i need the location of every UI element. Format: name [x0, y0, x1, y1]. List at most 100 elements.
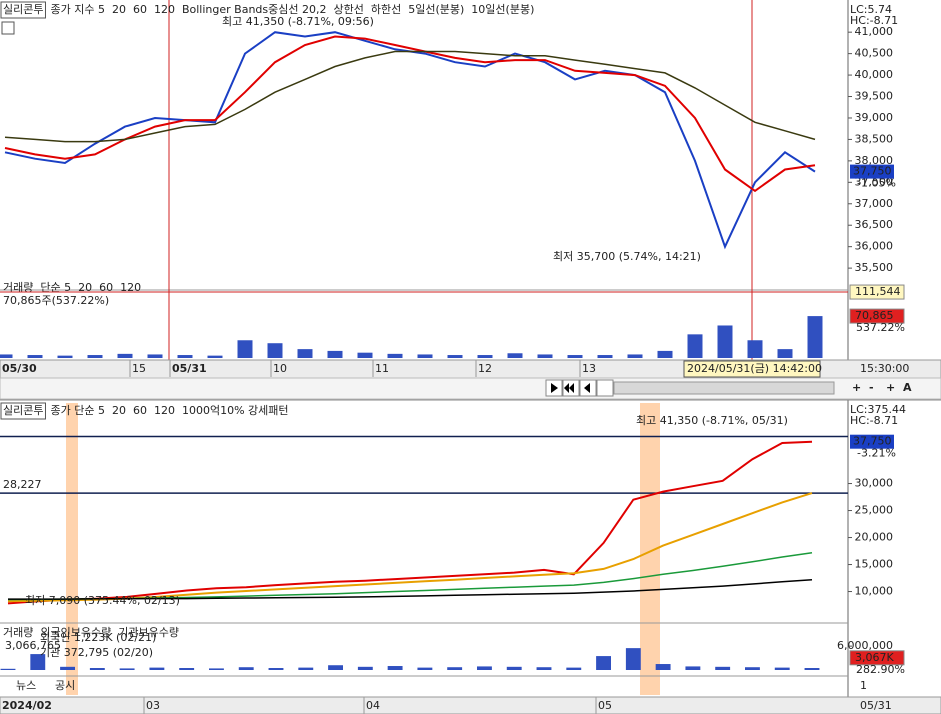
volume-bar [60, 666, 75, 670]
volume-bar [87, 355, 103, 358]
x-end-label: 05/31 [860, 699, 892, 712]
legend-item: 10일선(분봉) [471, 2, 534, 16]
legend-item: 기관보유수량 [118, 626, 179, 639]
x-end-label: 15:30:00 [860, 362, 909, 375]
legend-item: 20 [112, 3, 126, 16]
legend-item: 단순 5 [40, 281, 71, 294]
volume-bar [209, 668, 224, 670]
series-line [8, 578, 813, 600]
volume-bar [30, 654, 46, 670]
volume-bar [27, 355, 43, 358]
y-tick-label: 6,000,000 [837, 639, 893, 652]
x-tick-label: 05/31 [172, 362, 207, 375]
volume-bar [177, 355, 193, 358]
play-icon [551, 383, 558, 393]
volume-bar [625, 648, 641, 670]
corner-label: HC:-8.71 [850, 414, 898, 427]
highlight-band [66, 403, 78, 695]
volume-bar [685, 666, 701, 670]
volume-note: 3,066,765 [5, 639, 61, 652]
volume-bar [745, 667, 760, 670]
scrollbar-track[interactable] [613, 381, 835, 395]
x-tick-label: 13 [582, 362, 596, 375]
y-tick-label: 41,000 [855, 25, 894, 38]
scroll-button[interactable] [596, 379, 614, 397]
x-tick-label: 04 [366, 699, 380, 712]
volume-tag: 111,544 [855, 285, 901, 298]
y-tick-label: 36,000 [855, 240, 894, 253]
volume-bar [387, 666, 403, 670]
legend-item: 120 [154, 3, 175, 16]
grid-icon[interactable] [1, 21, 15, 35]
legend-item: 실리콘투 [3, 3, 43, 16]
volume-bar [567, 355, 583, 358]
volume-bar [536, 667, 552, 670]
toolbar-button[interactable]: + [852, 381, 861, 394]
x-tick-label: 15 [132, 362, 146, 375]
volume-bar [207, 355, 223, 358]
series-line [7, 440, 813, 605]
toolbar-button[interactable]: A [903, 381, 912, 394]
x-tick-label: 2024/02 [2, 699, 52, 712]
volume-tag: 70,865 [855, 309, 894, 322]
symbol-box[interactable] [0, 402, 46, 420]
volume-bar [387, 353, 403, 358]
volume-bar [0, 354, 13, 358]
price-tag-box [850, 434, 894, 449]
legend-item: 20 [78, 281, 92, 294]
toolbar-button[interactable]: - [869, 381, 874, 394]
volume-bar [297, 349, 313, 358]
cursor-label: 2024/05/31(금) 14:42:00 [687, 362, 822, 375]
y-tick-label: 40,000 [855, 68, 894, 81]
corner-label: HC:-8.71 [850, 14, 898, 27]
volume-bar [89, 668, 105, 670]
x-tick-label: 10 [273, 362, 287, 375]
volume-bar [477, 355, 493, 358]
volume-tag-box [849, 650, 905, 666]
volume-bar [417, 667, 433, 670]
legend-item: 20 [112, 404, 126, 417]
volume-bar [807, 316, 823, 358]
y-tick-label: 36,500 [855, 218, 894, 231]
legend-item: 실리콘투 [3, 404, 43, 417]
volume-bar [477, 666, 492, 670]
volume-bar [57, 355, 73, 358]
volume-bar [507, 353, 523, 358]
volume-bar [657, 350, 673, 358]
y-tick-label: 39,500 [855, 90, 894, 103]
x-tick-label: 03 [146, 699, 160, 712]
symbol-box[interactable] [0, 1, 46, 19]
legend-item: 외국인보유수량 [40, 626, 111, 639]
volume-bar [268, 668, 284, 670]
volume-bar [0, 668, 16, 670]
volume-note: 외국인 1,223K (02/21) [40, 631, 156, 644]
series-line [4, 50, 816, 143]
y-tick-label: 30,000 [855, 477, 894, 490]
legend-item: 60 [99, 281, 113, 294]
legend-item: 상한선 [333, 3, 363, 16]
annotation: 최고 41,350 (-8.71%, 05/31) [636, 414, 788, 427]
volume-bar [804, 668, 820, 670]
price-change: -1.05% [857, 177, 896, 190]
volume-note: 기관 372,795 (02/20) [40, 646, 153, 659]
y-tick-label: 15,000 [855, 558, 894, 571]
volume-bar [537, 354, 553, 358]
legend-item: 60 [133, 404, 147, 417]
volume-bar [117, 353, 133, 358]
price-change: -3.21% [857, 447, 896, 460]
y-tick-label: 10,000 [855, 585, 894, 598]
strip-label: 뉴스 [16, 679, 36, 692]
x-tick-label: 05/30 [2, 362, 37, 375]
volume-bar [298, 667, 314, 670]
rewind-icon [564, 383, 574, 393]
x-tick-label: 12 [478, 362, 492, 375]
highlight-band [640, 403, 660, 695]
legend-item: 120 [154, 404, 175, 417]
date-axis-bar [0, 696, 941, 714]
y-tick-label: 38,500 [855, 132, 894, 145]
volume-bar [327, 350, 343, 358]
back-icon [584, 383, 590, 393]
toolbar-button[interactable]: + [886, 381, 895, 394]
volume-bar [447, 667, 463, 670]
volume-tag-note: 282.90% [856, 663, 905, 676]
